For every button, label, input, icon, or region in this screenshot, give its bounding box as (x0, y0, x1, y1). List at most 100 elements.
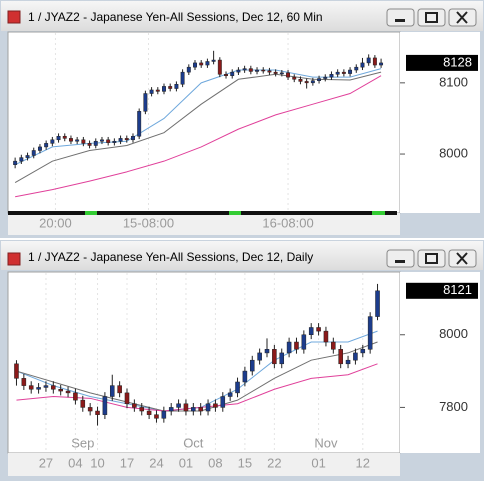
candle-body (25, 155, 30, 158)
candle-body (131, 135, 135, 141)
x-tick-label: 17 (120, 455, 134, 470)
candle-body (161, 410, 167, 419)
candle-body (95, 410, 100, 415)
candle-body (249, 359, 255, 372)
candle-body (87, 143, 92, 146)
restore-button[interactable] (417, 8, 446, 27)
candle-body (168, 86, 173, 89)
candle-body (286, 72, 290, 78)
candle-body (211, 59, 216, 62)
x-tick-label: 01 (311, 455, 325, 470)
candle-body (51, 385, 56, 390)
session-bar (8, 211, 397, 215)
time-axis (8, 453, 400, 476)
candle-body (13, 160, 18, 165)
last-price-box (406, 282, 478, 299)
x-tick-label: 22 (267, 455, 281, 470)
candle-body (267, 70, 272, 73)
x-tick-label: 16-08:00 (262, 215, 313, 230)
candle-body (37, 146, 42, 151)
window-title: 1 / JYAZ2 - Japanese Yen-All Sessions, D… (28, 10, 323, 24)
candle-body (180, 71, 185, 85)
candle-body (242, 370, 248, 383)
candle-body (87, 407, 93, 412)
candle-body (279, 72, 284, 75)
candle-body (193, 62, 197, 68)
last-price-label: 8121 (443, 282, 472, 297)
minimize-button[interactable] (386, 8, 415, 27)
candle-body (292, 76, 297, 80)
x-tick-label: 15-08:00 (123, 215, 174, 230)
candle-body (294, 341, 299, 350)
candle-body (217, 59, 222, 75)
candle-body (143, 93, 148, 112)
minimize-button[interactable] (386, 249, 415, 268)
x-tick-label: 15 (238, 455, 252, 470)
candle-body (230, 71, 235, 76)
month-label: Sep (71, 435, 94, 450)
candle-body (310, 80, 315, 84)
candle-body (367, 316, 373, 350)
candle-body (117, 385, 122, 394)
candle-body (335, 71, 340, 75)
x-tick-label: 08 (208, 455, 222, 470)
candle-body (139, 407, 145, 412)
candle-body (236, 69, 241, 73)
candle-body (329, 74, 334, 78)
candle-body (354, 66, 359, 71)
candle-body (248, 68, 253, 72)
candle-body (62, 135, 67, 139)
candle-body (93, 140, 98, 146)
candle-body (345, 359, 351, 365)
candle-body (75, 139, 80, 142)
x-tick-label: 12 (356, 455, 370, 470)
candle-body (28, 385, 34, 390)
x-tick-label: 27 (39, 455, 53, 470)
candle-body (186, 66, 191, 73)
window (0, 240, 484, 481)
candle-body (137, 111, 142, 137)
moving-average (15, 75, 382, 198)
candle-body (316, 327, 321, 332)
candle-body (176, 403, 181, 408)
candle-body (50, 139, 55, 144)
candle-body (162, 86, 166, 92)
x-tick-label: 01 (179, 455, 193, 470)
restore-button[interactable] (417, 249, 446, 268)
candle-body (372, 57, 377, 66)
candle-body (198, 407, 203, 412)
candle-body (331, 341, 336, 350)
candle-body (272, 349, 277, 365)
close-button[interactable] (448, 8, 477, 27)
candle-body (235, 381, 240, 394)
candle-body (298, 79, 303, 82)
candle-body (124, 138, 129, 141)
close-button[interactable] (448, 249, 477, 268)
candle-body (242, 68, 247, 71)
candle-body (100, 139, 104, 142)
candle-body (286, 341, 292, 354)
x-tick-label: 04 (68, 455, 82, 470)
candle-body (213, 403, 218, 408)
candle-body (31, 150, 36, 156)
y-tick-label: 8100 (439, 74, 468, 89)
candle-body (308, 327, 314, 336)
candle-body (81, 139, 86, 144)
candle-body (338, 349, 343, 365)
time-axis (8, 213, 400, 235)
last-price-label: 8128 (443, 54, 472, 69)
candle-body (360, 349, 366, 354)
candle-body (69, 138, 73, 142)
candle-body (124, 392, 130, 405)
candle-body (56, 135, 61, 141)
candle-body (112, 140, 117, 143)
price-axis (400, 272, 480, 453)
candle-body (19, 157, 24, 162)
candle-body (174, 84, 179, 89)
candle-body (317, 78, 322, 81)
month-label: Nov (314, 435, 338, 450)
plot-area (7, 271, 401, 454)
x-tick-label: 24 (149, 455, 163, 470)
candle-body (348, 69, 353, 74)
